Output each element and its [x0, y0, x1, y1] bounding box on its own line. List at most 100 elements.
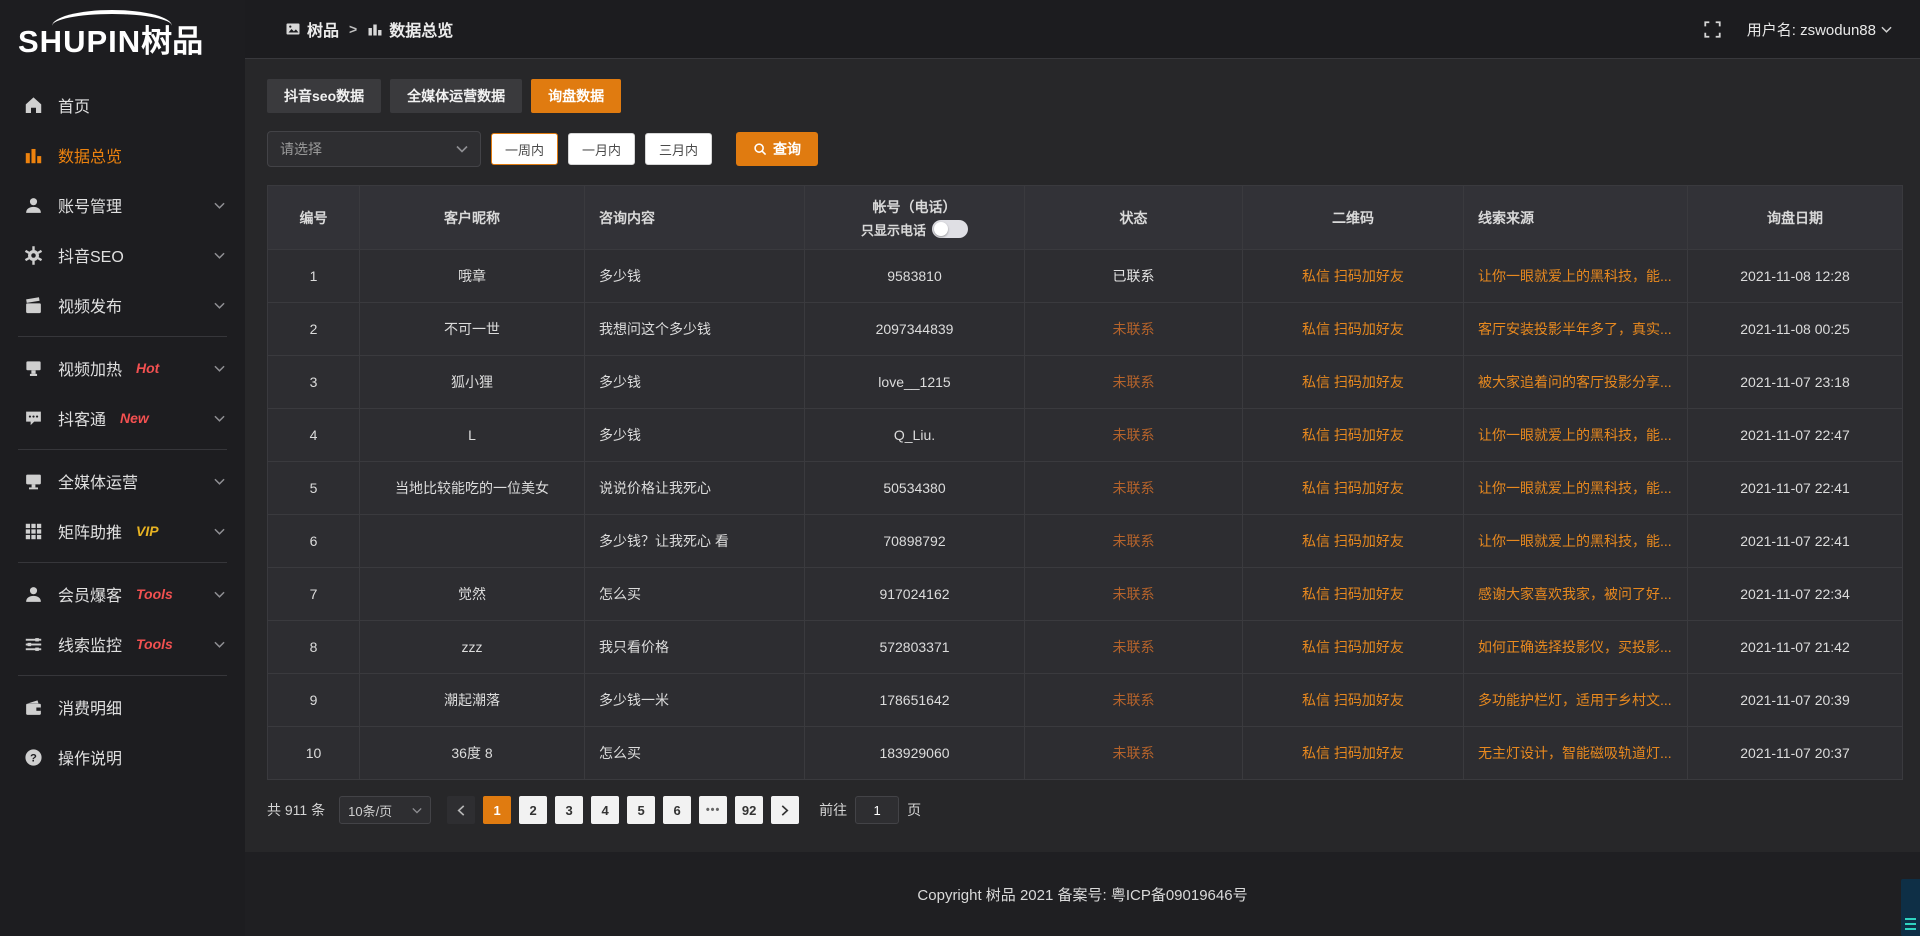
- page-button-4[interactable]: 4: [591, 796, 620, 824]
- cell-qrcode-link[interactable]: 私信 扫码加好友: [1242, 514, 1464, 568]
- page-button-92[interactable]: 92: [735, 796, 764, 824]
- account-select[interactable]: 请选择: [267, 131, 481, 167]
- photo-icon: [286, 23, 300, 35]
- sidebar-item-matrix-boost[interactable]: 矩阵助推 VIP: [0, 506, 245, 556]
- chevron-down-icon: [412, 807, 422, 814]
- query-button-label: 查询: [773, 141, 802, 157]
- gear-icon: [24, 245, 43, 265]
- table-row: 10 36度 8 怎么买 183929060 未联系 私信 扫码加好友 无主灯设…: [267, 726, 1903, 780]
- sidebar-item-video-heat[interactable]: 视频加热 Hot: [0, 343, 245, 393]
- table-row: 6 多少钱？让我死心 看 70898792 未联系 私信 扫码加好友 让你一眼就…: [267, 514, 1903, 568]
- sidebar-item-home[interactable]: 首页: [0, 80, 245, 130]
- sidebar-item-member-booster[interactable]: 会员爆客 Tools: [0, 569, 245, 619]
- cell-source-link[interactable]: 让你一眼就爱上的黑科技，能...: [1463, 461, 1688, 515]
- sidebar-item-label: 矩阵助推: [58, 525, 123, 542]
- logo-text-cn: 树品: [141, 24, 204, 59]
- period-quarter-button[interactable]: 三月内: [645, 133, 713, 165]
- cell-qrcode-link[interactable]: 私信 扫码加好友: [1242, 302, 1464, 356]
- tab-douyin-seo-data[interactable]: 抖音seo数据: [267, 79, 382, 113]
- cell-date: 2021-11-07 20:39: [1687, 673, 1903, 727]
- prev-page-button[interactable]: [447, 796, 476, 824]
- filter-bar: 请选择 一周内 一月内 三月内 查询: [267, 131, 1903, 167]
- tools-badge: Tools: [136, 636, 173, 652]
- sidebar-item-douyin-seo[interactable]: 抖音SEO: [0, 230, 245, 280]
- fullscreen-icon[interactable]: [1704, 20, 1721, 38]
- sidebar-item-lead-monitor[interactable]: 线索监控 Tools: [0, 619, 245, 669]
- cell-no: 3: [267, 355, 360, 409]
- cell-qrcode-link[interactable]: 私信 扫码加好友: [1242, 461, 1464, 515]
- cell-no: 8: [267, 620, 360, 674]
- cell-source-link[interactable]: 被大家追着问的客厅投影分享...: [1463, 355, 1688, 409]
- user-menu[interactable]: 用户名: zswodun88: [1747, 19, 1892, 40]
- new-badge: New: [120, 410, 149, 426]
- sidebar-item-video-publish[interactable]: 视频发布: [0, 280, 245, 330]
- page-button-3[interactable]: 3: [555, 796, 584, 824]
- chat-widget[interactable]: [1901, 879, 1920, 936]
- sidebar-item-consumption-detail[interactable]: 消费明细: [0, 682, 245, 732]
- page-button-5[interactable]: 5: [627, 796, 656, 824]
- cell-date: 2021-11-08 00:25: [1687, 302, 1903, 356]
- goto-page-input[interactable]: [855, 796, 900, 824]
- chevron-down-icon: [214, 252, 225, 259]
- cell-no: 5: [267, 461, 360, 515]
- tab-omni-media-data[interactable]: 全媒体运营数据: [390, 79, 523, 113]
- sidebar-item-label: 全媒体运营: [58, 475, 139, 492]
- period-month-button[interactable]: 一月内: [568, 133, 636, 165]
- cell-qrcode-link[interactable]: 私信 扫码加好友: [1242, 673, 1464, 727]
- sidebar: SHUPIN树品 首页 数据总览 账号管理 抖音SEO 视频发布: [0, 0, 245, 936]
- cell-qrcode-link[interactable]: 私信 扫码加好友: [1242, 567, 1464, 621]
- chevron-down-icon: [214, 202, 225, 209]
- cell-source-link[interactable]: 客厅安装投影半年多了，真实...: [1463, 302, 1688, 356]
- page-button-2[interactable]: 2: [519, 796, 548, 824]
- cell-account: 917024162: [804, 567, 1025, 621]
- cell-no: 6: [267, 514, 360, 568]
- cell-nickname: 狐小狸: [359, 355, 585, 409]
- breadcrumb-current[interactable]: 数据总览: [389, 23, 454, 40]
- cell-consult: 怎么买: [584, 726, 805, 780]
- cell-qrcode-link[interactable]: 私信 扫码加好友: [1242, 355, 1464, 409]
- cell-source-link[interactable]: 多功能护栏灯，适用于乡村文...: [1463, 673, 1688, 727]
- cell-source-link[interactable]: 让你一眼就爱上的黑科技，能...: [1463, 408, 1688, 462]
- cell-date: 2021-11-07 22:41: [1687, 514, 1903, 568]
- user-icon: [26, 586, 41, 602]
- cell-qrcode-link[interactable]: 私信 扫码加好友: [1242, 726, 1464, 780]
- phone-only-toggle[interactable]: [932, 220, 968, 239]
- breadcrumb-home[interactable]: 树品: [307, 23, 340, 40]
- cell-nickname: zzz: [359, 620, 585, 674]
- chevron-down-icon: [214, 302, 225, 309]
- goto-suffix: 页: [907, 802, 922, 818]
- cell-consult: 多少钱: [584, 249, 805, 303]
- cell-source-link[interactable]: 如何正确选择投影仪，买投影...: [1463, 620, 1688, 674]
- sidebar-item-doketong[interactable]: 抖客通 New: [0, 393, 245, 443]
- topbar-right: 用户名: zswodun88: [1704, 19, 1892, 40]
- cell-source-link[interactable]: 让你一眼就爱上的黑科技，能...: [1463, 249, 1688, 303]
- page-size-value: 10条/页: [348, 803, 393, 819]
- page-size-select[interactable]: 10条/页: [339, 796, 432, 824]
- page-button-6[interactable]: 6: [663, 796, 692, 824]
- query-button[interactable]: 查询: [736, 132, 819, 166]
- cell-status: 未联系: [1024, 302, 1243, 356]
- page-ellipsis-button[interactable]: •••: [699, 796, 728, 824]
- period-week-button[interactable]: 一周内: [491, 133, 559, 165]
- video-publish-icon: [26, 296, 41, 313]
- bar-chart-icon: [368, 24, 382, 36]
- tab-inquiry-data[interactable]: 询盘数据: [531, 79, 622, 113]
- cell-source-link[interactable]: 让你一眼就爱上的黑科技，能...: [1463, 514, 1688, 568]
- cell-source-link[interactable]: 感谢大家喜欢我家，被问了好...: [1463, 567, 1688, 621]
- cell-source-link[interactable]: 无主灯设计，智能磁吸轨道灯...: [1463, 726, 1688, 780]
- page-button-1[interactable]: 1: [483, 796, 512, 824]
- sidebar-item-account-mgmt[interactable]: 账号管理: [0, 180, 245, 230]
- next-page-button[interactable]: [771, 796, 800, 824]
- cell-no: 7: [267, 567, 360, 621]
- sidebar-item-omni-media[interactable]: 全媒体运营: [0, 456, 245, 506]
- main-area: 树品 > 数据总览 用户名: zswodun88 抖音seo数据 全媒体运营数据…: [245, 0, 1920, 936]
- cell-qrcode-link[interactable]: 私信 扫码加好友: [1242, 249, 1464, 303]
- cell-qrcode-link[interactable]: 私信 扫码加好友: [1242, 620, 1464, 674]
- app-logo[interactable]: SHUPIN树品: [0, 0, 245, 66]
- sidebar-item-label: 消费明细: [58, 701, 123, 718]
- cell-nickname: 36度 8: [359, 726, 585, 780]
- grid-icon: [25, 523, 42, 539]
- sidebar-item-data-overview[interactable]: 数据总览: [0, 130, 245, 180]
- sidebar-item-instructions[interactable]: ? 操作说明: [0, 732, 245, 782]
- cell-qrcode-link[interactable]: 私信 扫码加好友: [1242, 408, 1464, 462]
